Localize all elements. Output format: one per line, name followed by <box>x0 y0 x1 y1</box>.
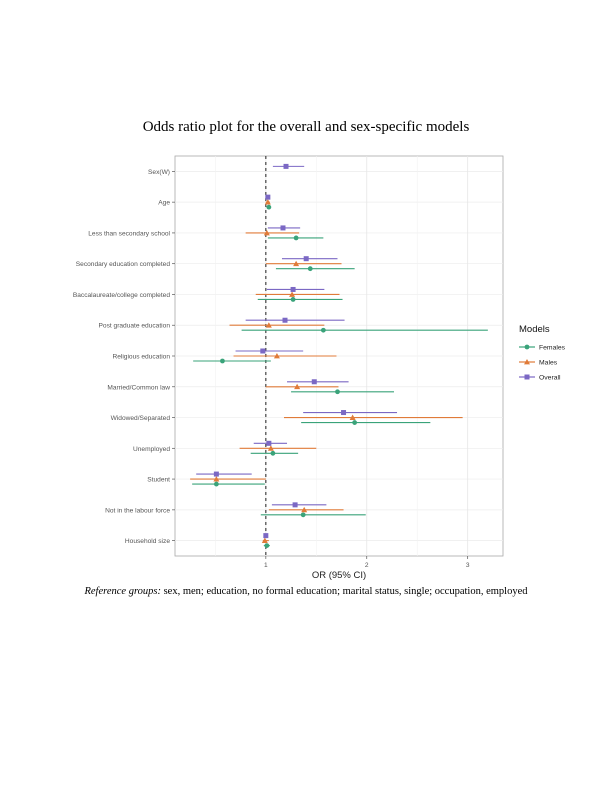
point-females <box>352 420 358 425</box>
y-tick-label: Widowed/Separated <box>111 415 171 422</box>
point-males <box>264 199 271 205</box>
point-overall <box>282 317 288 323</box>
caption-text: sex, men; education, no formal education… <box>160 586 528 597</box>
point-overall <box>303 256 309 262</box>
point-overall <box>280 225 286 231</box>
y-tick-label: Student <box>147 477 170 484</box>
y-axis: Sex(W) Age Less than secondary school Secon… <box>73 169 175 545</box>
x-tick-label: 3 <box>466 562 470 569</box>
legend-label-females: Females <box>539 345 566 352</box>
point-overall <box>311 379 317 385</box>
point-overall <box>260 348 266 354</box>
legend-label-males: Males <box>539 360 558 367</box>
forest-plot: Sex(W) Age Less than secondary school Secon… <box>73 155 566 581</box>
x-tick-label: 2 <box>365 562 369 569</box>
y-tick-label: Post graduate education <box>99 323 171 330</box>
reference-groups-caption: Reference groups: sex, men; education, n… <box>0 586 612 597</box>
legend: Models Females Males Overall <box>519 324 566 382</box>
point-males <box>267 445 274 451</box>
legend-marker-overall <box>524 374 530 380</box>
x-axis-label: OR (95% CI) <box>312 570 366 581</box>
point-overall <box>263 533 269 539</box>
point-males <box>294 383 301 390</box>
y-tick-label: Household size <box>125 538 170 545</box>
y-tick-label: Baccalaureate/college completed <box>73 292 170 299</box>
point-males <box>293 260 300 267</box>
point-females <box>213 481 219 487</box>
point-females <box>293 235 299 241</box>
point-overall <box>283 163 289 169</box>
chart-marks <box>190 163 488 549</box>
chart-title: Odds ratio plot for the overall and sex-… <box>142 119 470 135</box>
y-tick-label: Age <box>158 200 170 207</box>
point-males <box>213 476 220 482</box>
y-tick-label: Sex(W) <box>148 169 170 176</box>
x-tick-label: 1 <box>264 562 268 569</box>
legend-label-overall: Overall <box>539 375 561 382</box>
point-overall <box>213 471 219 477</box>
caption-lead: Reference groups: <box>84 586 161 597</box>
point-females <box>290 297 296 302</box>
point-overall <box>265 194 271 200</box>
point-males <box>301 506 308 513</box>
point-males <box>349 414 356 420</box>
point-females <box>264 543 270 549</box>
point-females <box>220 358 225 364</box>
legend-title: Models <box>519 324 550 335</box>
y-tick-label: Secondary education completed <box>76 261 171 268</box>
point-females <box>270 450 276 456</box>
point-overall <box>290 286 296 292</box>
y-tick-label: Married/Common law <box>107 384 170 391</box>
legend-marker-females <box>524 344 530 350</box>
point-males <box>273 353 280 359</box>
y-tick-label: Unemployed <box>133 446 170 453</box>
y-tick-label: Not in the labour force <box>105 507 170 514</box>
point-males <box>265 322 272 328</box>
point-overall <box>292 502 298 508</box>
point-females <box>307 266 313 272</box>
point-males <box>263 229 270 236</box>
point-females <box>320 327 326 333</box>
point-females <box>300 512 306 518</box>
y-tick-label: Less than secondary school <box>88 230 170 237</box>
point-males <box>261 537 268 544</box>
point-females <box>266 204 272 210</box>
x-axis: 1 2 3 <box>264 556 470 569</box>
point-overall <box>341 410 347 416</box>
point-overall <box>266 440 272 446</box>
point-males <box>289 291 296 297</box>
y-tick-label: Religious education <box>112 354 170 361</box>
point-females <box>335 389 340 395</box>
legend-marker-males <box>524 359 530 365</box>
